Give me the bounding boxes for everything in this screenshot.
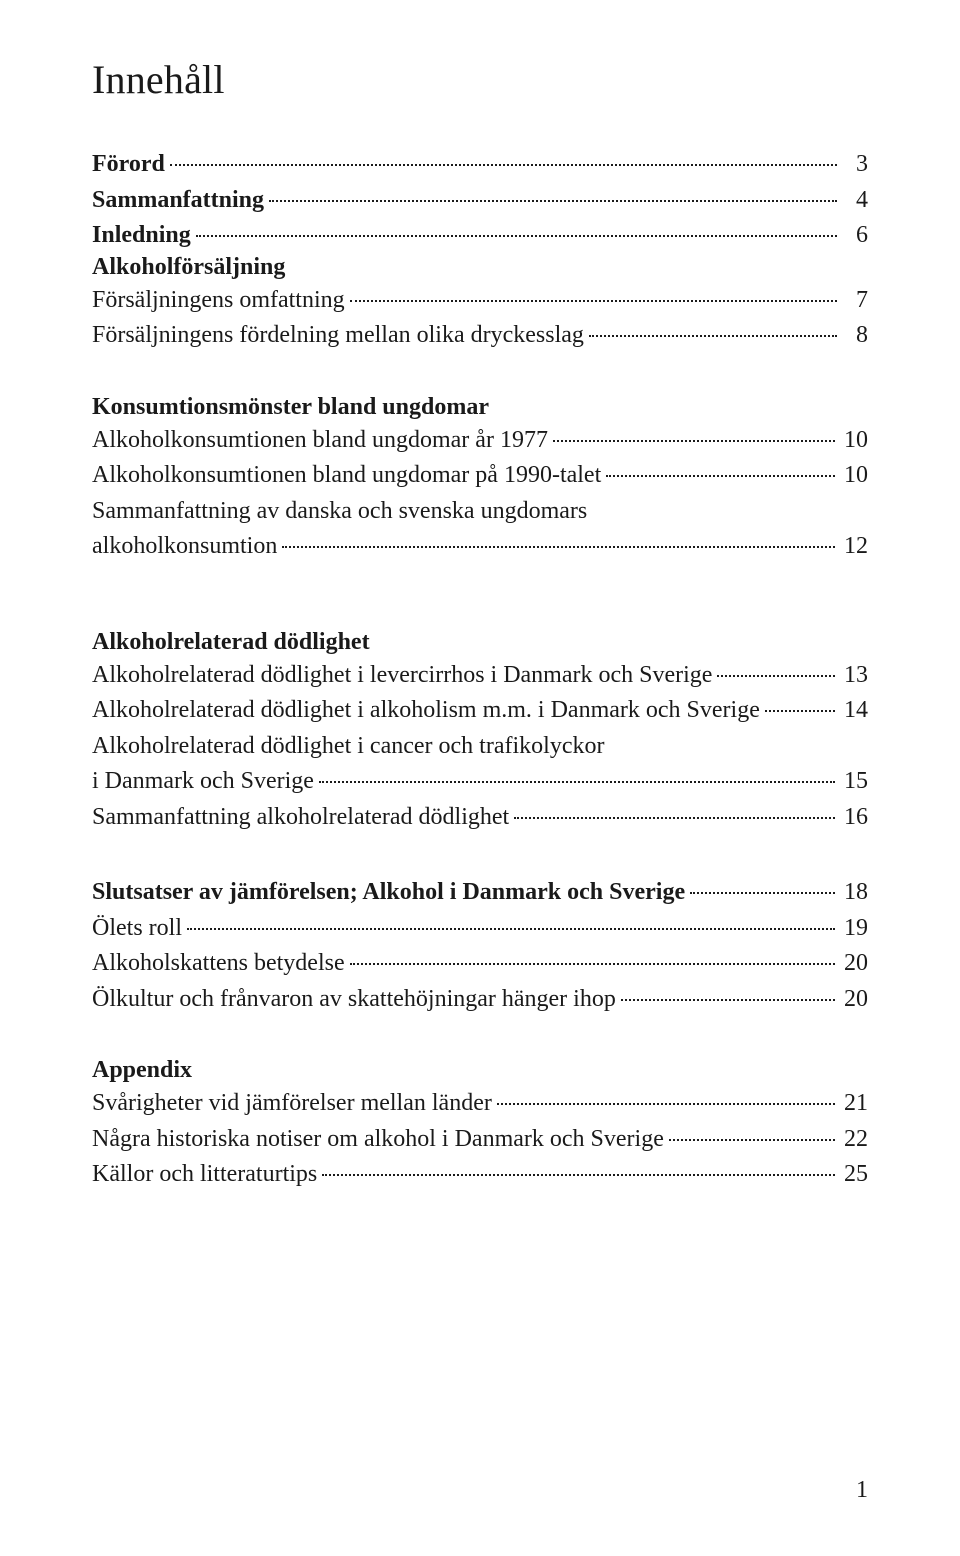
toc-leader	[553, 440, 835, 442]
toc-entry: Försäljningens omfattning 7	[92, 283, 868, 319]
toc-section: Alkoholrelaterad dödlighetAlkoholrelater…	[92, 629, 868, 836]
toc-section: Slutsatser av jämförelsen; Alkohol i Dan…	[92, 875, 868, 1017]
toc-entry: Några historiska notiser om alkohol i Da…	[92, 1122, 868, 1158]
toc-entry-page: 7	[842, 283, 868, 319]
toc-entry: Alkoholskattens betydelse 20	[92, 946, 868, 982]
section-gap	[92, 1017, 868, 1057]
toc-entry-wrap: Sammanfattning av danska och svenska ung…	[92, 494, 868, 530]
toc-entry: Alkoholkonsumtionen bland ungdomar år 19…	[92, 423, 868, 459]
toc-entry: Sammanfattning 4	[92, 183, 868, 219]
toc-entry: Förord 3	[92, 147, 868, 183]
toc-entry: Ölets roll 19	[92, 911, 868, 947]
toc-entry-page: 10	[840, 458, 868, 494]
toc-entry-label: Alkoholrelaterad dödlighet i alkoholism …	[92, 693, 760, 729]
toc-entry-page: 6	[842, 218, 868, 254]
toc-entry-page: 8	[842, 318, 868, 354]
toc-entry-label: Alkoholrelaterad dödlighet i levercirrho…	[92, 658, 712, 694]
toc-entry: Slutsatser av jämförelsen; Alkohol i Dan…	[92, 875, 868, 911]
toc-entry-label: Inledning	[92, 218, 191, 254]
toc-entry-label: Svårigheter vid jämförelser mellan lände…	[92, 1086, 492, 1122]
toc-entry-page: 15	[840, 764, 868, 800]
toc-leader	[589, 335, 837, 337]
toc-entry-page: 10	[840, 423, 868, 459]
toc-entry-label: Slutsatser av jämförelsen; Alkohol i Dan…	[92, 875, 685, 911]
toc-section: Konsumtionsmönster bland ungdomarAlkohol…	[92, 394, 868, 565]
toc-entry-label: Sammanfattning alkoholrelaterad dödlighe…	[92, 800, 509, 836]
toc-entry-page: 22	[840, 1122, 868, 1158]
toc-entry: Inledning 6	[92, 218, 868, 254]
toc-entry-page: 18	[840, 875, 868, 911]
toc-entry-wrap: Alkoholrelaterad dödlighet i cancer och …	[92, 729, 868, 765]
toc-leader	[606, 475, 835, 477]
section-heading: Appendix	[92, 1057, 868, 1084]
toc-entry-page: 4	[842, 183, 868, 219]
toc-entry: Alkoholkonsumtionen bland ungdomar på 19…	[92, 458, 868, 494]
section-heading: Alkoholrelaterad dödlighet	[92, 629, 868, 656]
toc-entry: i Danmark och Sverige 15	[92, 764, 868, 800]
toc-entry-label: Alkoholkonsumtionen bland ungdomar år 19…	[92, 423, 548, 459]
toc-leader	[669, 1139, 835, 1141]
toc-entry: Alkoholrelaterad dödlighet i alkoholism …	[92, 693, 868, 729]
toc-leader	[350, 963, 835, 965]
toc-entry-page: 25	[840, 1157, 868, 1193]
toc-entry-page: 21	[840, 1086, 868, 1122]
toc-section: AppendixSvårigheter vid jämförelser mell…	[92, 1057, 868, 1193]
toc-entry: alkoholkonsumtion 12	[92, 529, 868, 565]
toc-entry: Ölkultur och frånvaron av skattehöjninga…	[92, 982, 868, 1018]
toc-leader	[196, 235, 837, 237]
toc-entry: Försäljningens fördelning mellan olika d…	[92, 318, 868, 354]
toc-entry: Sammanfattning alkoholrelaterad dödlighe…	[92, 800, 868, 836]
toc-leader	[170, 164, 837, 166]
toc-entry-label: Alkoholskattens betydelse	[92, 946, 345, 982]
toc-leader	[497, 1103, 835, 1105]
toc-entry-label: alkoholkonsumtion	[92, 529, 277, 565]
toc-leader	[187, 928, 835, 930]
toc-entry-label: Några historiska notiser om alkohol i Da…	[92, 1122, 664, 1158]
toc-entry-label: Källor och litteraturtips	[92, 1157, 317, 1193]
page-number: 1	[856, 1477, 868, 1504]
toc-entry-page: 12	[840, 529, 868, 565]
toc-leader	[319, 781, 835, 783]
toc-entry-label: Försäljningens omfattning	[92, 283, 345, 319]
toc-leader	[269, 200, 837, 202]
table-of-contents: Förord 3 Sammanfattning 4 Inledning 6Alkoholf…	[92, 147, 868, 1193]
toc-entry-page: 20	[840, 946, 868, 982]
toc-entry-page: 16	[840, 800, 868, 836]
toc-entry-heading: Alkoholförsäljning	[92, 254, 868, 281]
page-title: Innehåll	[92, 56, 868, 103]
toc-entry-label: i Danmark och Sverige	[92, 764, 314, 800]
toc-entry-label: Ölkultur och frånvaron av skattehöjninga…	[92, 982, 616, 1018]
toc-leader	[350, 300, 837, 302]
section-gap	[92, 565, 868, 629]
toc-entry-page: 19	[840, 911, 868, 947]
toc-entry-label: Alkoholkonsumtionen bland ungdomar på 19…	[92, 458, 601, 494]
toc-entry: Källor och litteraturtips 25	[92, 1157, 868, 1193]
toc-leader	[717, 675, 835, 677]
toc-entry-page: 3	[842, 147, 868, 183]
toc-entry-page: 20	[840, 982, 868, 1018]
section-gap	[92, 835, 868, 875]
toc-leader	[514, 817, 835, 819]
toc-entry-label: Ölets roll	[92, 911, 182, 947]
toc-entry-label: Förord	[92, 147, 165, 183]
toc-entry-page: 14	[840, 693, 868, 729]
section-gap	[92, 354, 868, 394]
toc-section: Förord 3 Sammanfattning 4 Inledning 6Alkoholf…	[92, 147, 868, 354]
toc-leader	[765, 710, 835, 712]
toc-leader	[282, 546, 835, 548]
toc-entry-page: 13	[840, 658, 868, 694]
toc-leader	[690, 892, 835, 894]
toc-leader	[621, 999, 835, 1001]
toc-entry: Alkoholrelaterad dödlighet i levercirrho…	[92, 658, 868, 694]
toc-leader	[322, 1174, 835, 1176]
toc-entry: Svårigheter vid jämförelser mellan lände…	[92, 1086, 868, 1122]
section-heading: Konsumtionsmönster bland ungdomar	[92, 394, 868, 421]
toc-entry-label: Sammanfattning	[92, 183, 264, 219]
toc-entry-label: Försäljningens fördelning mellan olika d…	[92, 318, 584, 354]
document-page: Innehåll Förord3Sammanfattning4Inledning…	[0, 0, 960, 1556]
